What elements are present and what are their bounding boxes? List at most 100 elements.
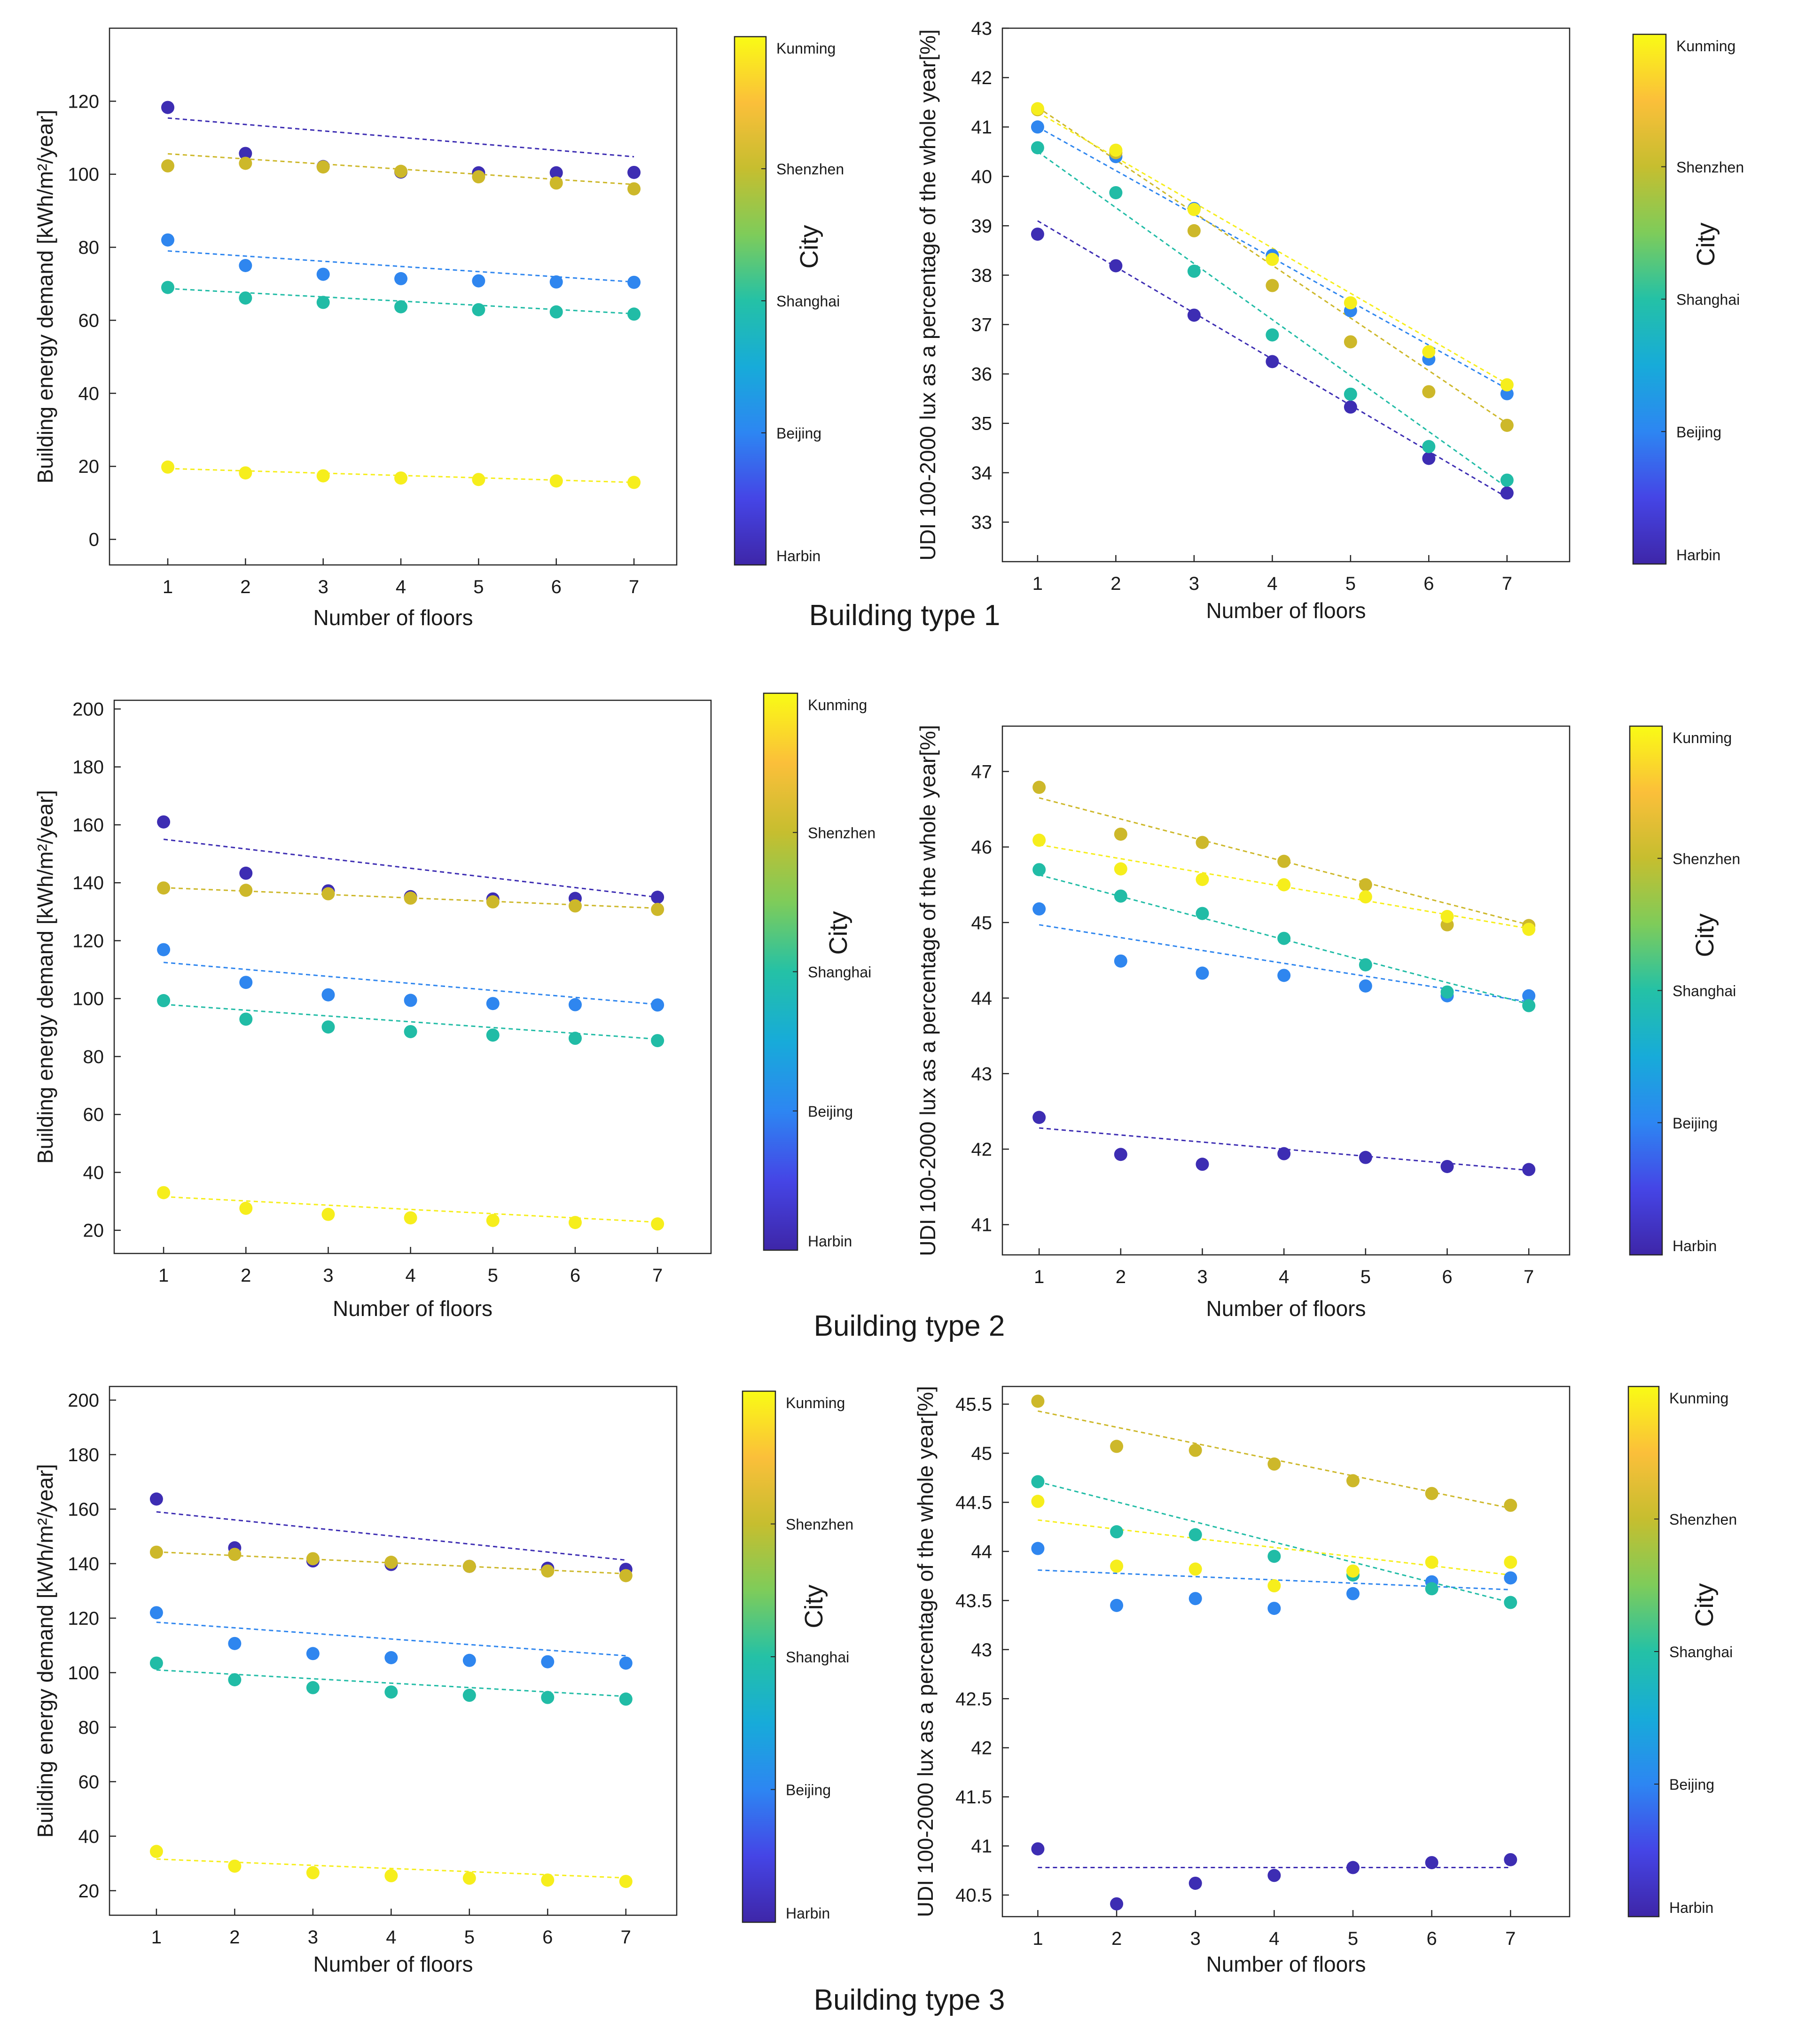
colorbar: Harbin Beijing Shanghai Shenzhen Kunming City <box>742 1390 853 1923</box>
y-tick-label: 180 <box>72 757 104 778</box>
point-shenzhen <box>384 1556 398 1569</box>
plot-area <box>1001 1386 1571 1918</box>
point-harbin <box>161 101 175 114</box>
x-tick-label: 7 <box>629 577 639 597</box>
y-tick-label: 34 <box>971 463 993 484</box>
point-beijing <box>394 272 408 285</box>
point-kunming <box>1359 890 1372 904</box>
point-kunming <box>149 1845 163 1858</box>
x-tick-label: 1 <box>1034 1267 1044 1287</box>
y-tick-label: 47 <box>971 761 993 782</box>
colorbar-title: City <box>824 911 852 955</box>
colorbar-label-harbin: Harbin <box>1669 1899 1713 1916</box>
point-shenzhen <box>627 182 641 196</box>
point-kunming <box>157 1186 171 1199</box>
y-tick-label: 20 <box>78 456 100 477</box>
y-tick-label: 43 <box>971 1064 993 1084</box>
point-kunming <box>1504 1555 1517 1569</box>
trend-line-shenzhen <box>1039 797 1529 926</box>
chart-panel-5: 1 2 3 4 5 6 7 20 40 60 80 100 120 140 160 180 200 Number … <box>33 1386 853 1976</box>
point-beijing <box>462 1653 476 1667</box>
x-tick-label: 4 <box>396 577 406 597</box>
section-title-building-type-1: Building type 1 <box>809 599 1001 632</box>
x-tick-label: 2 <box>1111 1928 1122 1949</box>
colorbar-label-kunming: Kunming <box>1676 38 1735 55</box>
colorbar-title: City <box>795 225 823 269</box>
point-shanghai <box>306 1681 320 1694</box>
point-kunming <box>1346 1564 1360 1578</box>
point-beijing <box>149 1606 163 1620</box>
point-harbin <box>1114 1148 1127 1161</box>
point-shanghai <box>1277 932 1291 945</box>
colorbar-label-kunming: Kunming <box>1673 729 1732 746</box>
point-harbin <box>1425 1856 1438 1870</box>
colorbar-label-shanghai: Shanghai <box>786 1649 849 1666</box>
y-tick-label: 100 <box>68 164 99 185</box>
point-harbin <box>1422 452 1436 465</box>
point-kunming <box>321 1207 335 1221</box>
point-shanghai <box>157 994 171 1008</box>
point-shanghai <box>149 1656 163 1670</box>
y-tick-label: 160 <box>72 815 104 836</box>
point-kunming <box>1500 378 1514 392</box>
point-kunming <box>1522 923 1536 936</box>
plot-area <box>113 699 712 1254</box>
point-shanghai <box>1359 958 1372 971</box>
point-shanghai <box>228 1673 242 1686</box>
point-shenzhen <box>1422 385 1436 399</box>
x-axis-label: Number of floors <box>1206 1952 1366 1976</box>
point-shanghai <box>1031 1475 1045 1488</box>
point-shenzhen <box>619 1569 633 1582</box>
y-tick-label: 45 <box>971 913 993 933</box>
point-harbin <box>651 891 664 904</box>
chart-panel-3: 1 2 3 4 5 6 7 20 40 60 80 100 120 140 160 180 200 Number … <box>33 692 876 1321</box>
point-harbin <box>549 166 563 180</box>
point-shenzhen <box>1266 279 1279 292</box>
point-kunming <box>1277 878 1291 892</box>
point-beijing <box>228 1637 242 1650</box>
point-shanghai <box>1504 1596 1517 1609</box>
y-tick-label: 42 <box>971 1738 993 1759</box>
point-beijing <box>321 988 335 1002</box>
point-harbin <box>1032 1111 1046 1124</box>
y-tick-label: 80 <box>83 1047 104 1067</box>
y-tick-label: 46 <box>971 837 993 858</box>
point-shanghai <box>541 1691 555 1704</box>
point-shanghai <box>1500 473 1514 487</box>
point-shenzhen <box>316 160 330 174</box>
point-harbin <box>1440 1159 1454 1173</box>
point-kunming <box>549 474 563 488</box>
point-shenzhen <box>1032 781 1046 794</box>
y-tick-label: 160 <box>68 1499 99 1520</box>
y-tick-label: 43 <box>971 18 993 39</box>
point-harbin <box>627 165 641 179</box>
point-kunming <box>1196 873 1209 886</box>
colorbar-label-shanghai: Shanghai <box>1669 1644 1733 1660</box>
x-tick-label: 4 <box>1267 573 1277 594</box>
y-tick-label: 100 <box>72 989 104 1010</box>
x-tick-label: 1 <box>1032 1928 1043 1949</box>
x-tick-label: 7 <box>652 1265 663 1286</box>
colorbar-label-kunming: Kunming <box>1669 1390 1728 1407</box>
point-harbin <box>1522 1163 1536 1176</box>
point-beijing <box>1188 1592 1202 1605</box>
colorbar-title: City <box>1691 914 1719 957</box>
point-kunming <box>228 1859 242 1873</box>
y-tick-label: 38 <box>971 265 993 286</box>
x-tick-label: 7 <box>1524 1267 1534 1287</box>
x-tick-label: 7 <box>1505 1928 1516 1949</box>
point-shenzhen <box>1500 418 1514 432</box>
point-harbin <box>239 866 253 880</box>
x-tick-label: 2 <box>1116 1267 1126 1287</box>
x-tick-label: 5 <box>1345 573 1356 594</box>
x-tick-label: 2 <box>241 1265 251 1286</box>
y-tick-label: 40 <box>971 166 993 187</box>
colorbar-label-shenzhen: Shenzhen <box>1669 1511 1737 1528</box>
point-shanghai <box>1114 889 1127 903</box>
point-beijing <box>1031 1542 1045 1555</box>
colorbar-label-shenzhen: Shenzhen <box>776 161 844 178</box>
trend-line-harbin <box>156 1511 626 1561</box>
colorbar-label-kunming: Kunming <box>808 697 867 713</box>
point-harbin <box>1267 1869 1281 1882</box>
y-tick-label: 60 <box>78 310 100 331</box>
